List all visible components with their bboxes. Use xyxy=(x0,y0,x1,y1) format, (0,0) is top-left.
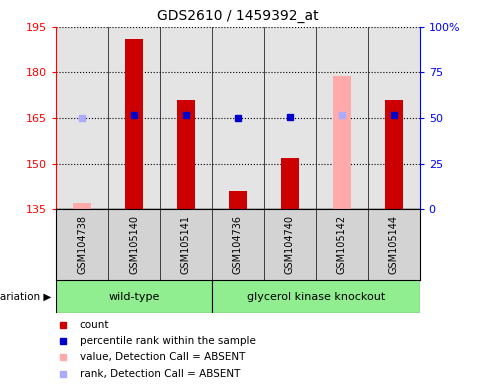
Bar xyxy=(73,203,91,209)
Bar xyxy=(316,27,368,209)
Text: GSM105141: GSM105141 xyxy=(181,215,191,274)
Bar xyxy=(108,27,160,209)
Title: GDS2610 / 1459392_at: GDS2610 / 1459392_at xyxy=(157,9,319,23)
Bar xyxy=(333,76,351,209)
Text: GSM105142: GSM105142 xyxy=(337,215,347,274)
Bar xyxy=(177,100,195,209)
Text: GSM105140: GSM105140 xyxy=(129,215,139,274)
Bar xyxy=(160,27,212,209)
Bar xyxy=(125,39,143,209)
Text: rank, Detection Call = ABSENT: rank, Detection Call = ABSENT xyxy=(80,369,240,379)
Bar xyxy=(212,27,264,209)
Bar xyxy=(56,280,212,313)
Text: value, Detection Call = ABSENT: value, Detection Call = ABSENT xyxy=(80,352,245,362)
Bar xyxy=(385,100,403,209)
Bar xyxy=(368,27,420,209)
Text: GSM104738: GSM104738 xyxy=(77,215,87,274)
Bar xyxy=(229,191,247,209)
Text: genotype/variation ▶: genotype/variation ▶ xyxy=(0,291,51,302)
Bar xyxy=(264,27,316,209)
Text: GSM104740: GSM104740 xyxy=(285,215,295,274)
Bar xyxy=(56,27,108,209)
Text: glycerol kinase knockout: glycerol kinase knockout xyxy=(246,291,385,302)
Text: percentile rank within the sample: percentile rank within the sample xyxy=(80,336,256,346)
Text: GSM105144: GSM105144 xyxy=(389,215,399,274)
Bar xyxy=(281,157,299,209)
Text: count: count xyxy=(80,319,109,330)
Bar xyxy=(212,280,420,313)
Text: wild-type: wild-type xyxy=(108,291,160,302)
Text: GSM104736: GSM104736 xyxy=(233,215,243,274)
